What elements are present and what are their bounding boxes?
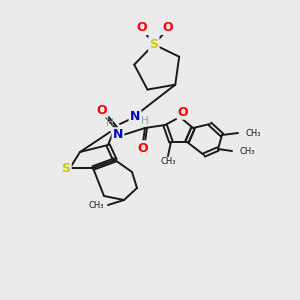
Text: O: O <box>163 21 173 34</box>
Text: N: N <box>113 128 123 142</box>
Text: O: O <box>178 106 188 118</box>
Text: CH₃: CH₃ <box>245 128 260 137</box>
Text: CH₃: CH₃ <box>239 146 254 155</box>
Text: S: S <box>149 38 158 51</box>
Text: O: O <box>97 103 107 116</box>
Text: CH₃: CH₃ <box>160 158 176 166</box>
Text: H: H <box>106 118 114 128</box>
Text: S: S <box>61 161 70 175</box>
Text: O: O <box>136 21 147 34</box>
Text: O: O <box>138 142 148 154</box>
Text: N: N <box>130 110 140 124</box>
Text: H: H <box>141 116 149 126</box>
Text: CH₃: CH₃ <box>88 200 104 209</box>
